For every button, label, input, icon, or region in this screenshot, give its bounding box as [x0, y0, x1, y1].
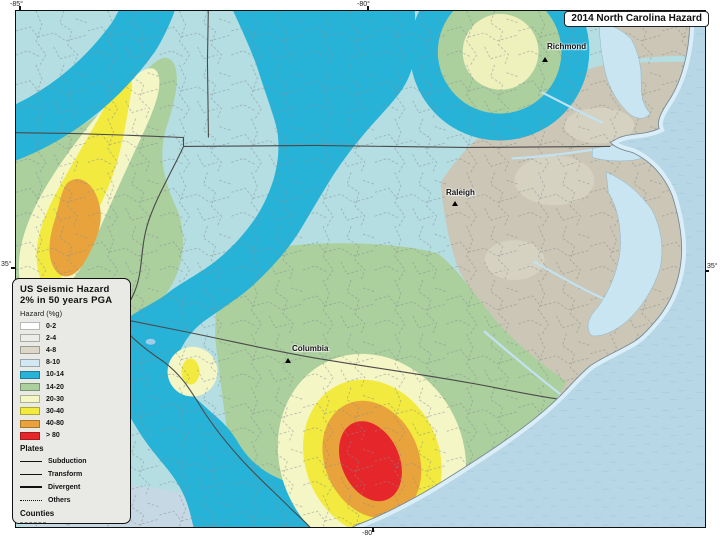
hazard-map-canvas	[16, 11, 705, 527]
hazard-swatch	[20, 419, 40, 428]
city-triangle-icon	[452, 201, 458, 206]
plate-label: Transform	[48, 470, 83, 478]
legend-hazard-row: 14-20	[20, 381, 124, 393]
city-marker-richmond: Richmond	[542, 42, 586, 62]
hazard-swatch	[20, 322, 40, 331]
transform-line-icon	[20, 473, 42, 475]
graticule-label-top: -80°	[357, 1, 370, 8]
graticule-tick-top-left	[19, 6, 21, 11]
city-triangle-icon	[285, 358, 291, 363]
graticule-label-bottom: -80°	[362, 530, 375, 537]
graticule-tick-top	[367, 6, 369, 11]
hazard-swatch	[20, 334, 40, 343]
hazard-label: 2-4	[46, 334, 57, 342]
legend-scale-heading: Hazard (%g)	[20, 309, 63, 318]
legend-hazard-row: 40-80	[20, 418, 124, 430]
subduction-line-icon	[20, 460, 42, 462]
legend-plate-row: Transform	[20, 468, 124, 481]
hazard-label: 10-14	[46, 371, 64, 379]
city-triangle-icon	[542, 57, 548, 62]
legend-panel: US Seismic Hazard 2% in 50 years PGA Haz…	[12, 278, 131, 524]
plate-label: Subduction	[48, 457, 87, 465]
hazard-label: 30-40	[46, 407, 64, 415]
legend-hazard-row: 10-14	[20, 369, 124, 381]
plate-label: Others	[48, 496, 71, 504]
hazard-label: 0-2	[46, 322, 57, 330]
coastline	[351, 11, 691, 527]
hazard-label: 8-10	[46, 359, 61, 367]
chesapeake-bay	[599, 22, 651, 119]
legend-hazard-row: 30-40	[20, 405, 124, 417]
counties-line-icon	[20, 521, 46, 523]
legend-plate-row: Subduction	[20, 455, 124, 468]
hazard-label: 4-8	[46, 346, 57, 354]
graticule-tick-right	[704, 270, 709, 272]
hazard-swatch	[20, 407, 40, 416]
hazard-swatch	[20, 383, 40, 392]
hazard-label: 14-20	[46, 383, 64, 391]
map-title-box: 2014 North Carolina Hazard	[564, 11, 709, 27]
legend-plate-row: Others	[20, 494, 124, 507]
legend-hazard-row: 4-8	[20, 344, 124, 356]
hazard-label: > 80	[46, 432, 60, 440]
hazard-swatch	[20, 370, 40, 379]
hazard-swatch	[20, 395, 40, 404]
hazard-label: 20-30	[46, 395, 64, 403]
hazard-swatch	[20, 358, 40, 367]
graticule-label-right: 35°	[707, 263, 718, 270]
city-marker-raleigh: Raleigh	[446, 188, 475, 206]
others-line-icon	[20, 499, 42, 501]
legend-hazard-row: 8-10	[20, 357, 124, 369]
hazard-swatch	[20, 431, 40, 440]
inland-water	[587, 22, 663, 337]
city-label: Richmond	[547, 42, 587, 51]
hazard-label: 40-80	[46, 420, 64, 428]
legend-hazard-row: 20-30	[20, 393, 124, 405]
legend-title-line1: US Seismic Hazard	[20, 284, 110, 295]
city-label: Columbia	[292, 344, 329, 353]
legend-plate-row: Divergent	[20, 481, 124, 494]
map-frame	[15, 10, 706, 528]
graticule-label-left: 35°	[1, 261, 12, 268]
city-marker-columbia: Columbia	[285, 344, 328, 363]
graticule-tick-left	[11, 267, 16, 269]
hazard-swatch	[20, 346, 40, 355]
legend-hazard-row: 2-4	[20, 332, 124, 344]
legend-hazard-row: > 80	[20, 430, 124, 442]
plate-label: Divergent	[48, 483, 81, 491]
legend-plates-heading: Plates	[20, 443, 44, 453]
city-label: Raleigh	[446, 188, 475, 197]
map-title: 2014 North Carolina Hazard	[571, 13, 702, 24]
legend-counties-heading: Counties	[20, 508, 55, 518]
pamlico-sound	[587, 171, 663, 337]
legend-title-line2: 2% in 50 years PGA	[20, 295, 113, 306]
graticule-tick-bottom	[372, 527, 374, 532]
divergent-line-icon	[20, 486, 42, 489]
lake	[145, 338, 156, 345]
graticule-label-top-left: -85°	[10, 1, 23, 8]
state-borders	[16, 11, 611, 527]
legend-hazard-row: 0-2	[20, 320, 124, 332]
